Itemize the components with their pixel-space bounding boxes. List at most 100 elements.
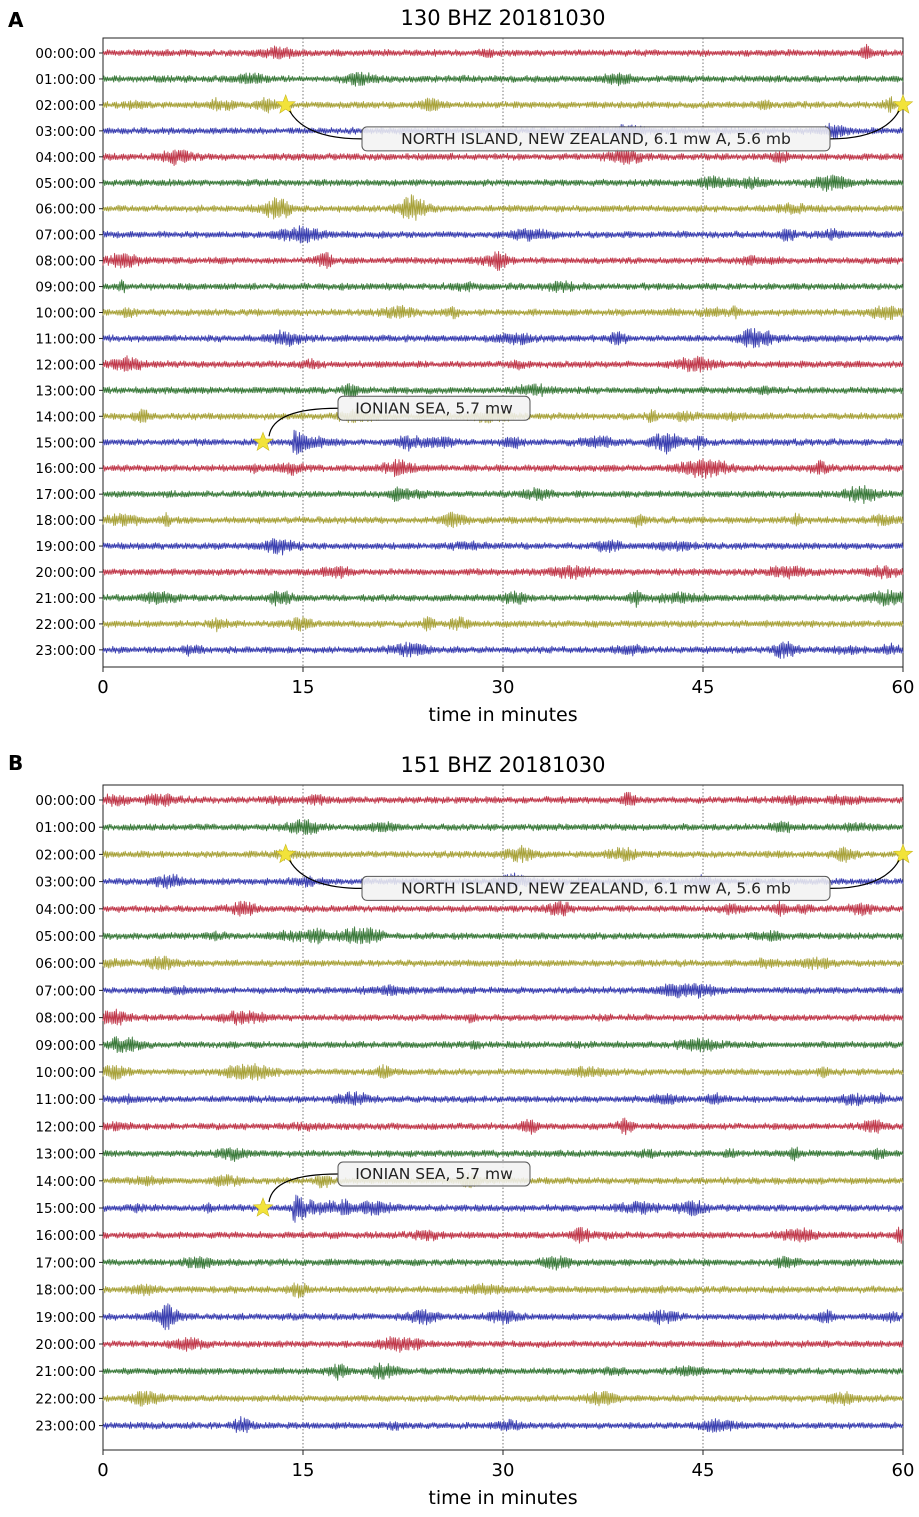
y-tick-label: 23:00:00 bbox=[35, 643, 96, 659]
seismic-trace bbox=[102, 616, 904, 633]
y-tick-label: 02:00:00 bbox=[35, 847, 96, 863]
seismic-trace bbox=[102, 355, 904, 373]
y-tick-label: 19:00:00 bbox=[35, 1310, 96, 1326]
helicorder-plot-b: 00:00:00 01:00:00 02:00:00 03:00:00 04:00:00… bbox=[35, 784, 915, 1509]
y-tick-label: 19:00:00 bbox=[35, 539, 96, 555]
seismic-trace bbox=[102, 791, 904, 808]
y-tick-label: 03:00:00 bbox=[35, 124, 96, 140]
x-tick-label: 45 bbox=[692, 1460, 715, 1481]
seismic-trace bbox=[102, 458, 904, 479]
y-tick-label: 04:00:00 bbox=[35, 902, 96, 918]
y-tick-label: 20:00:00 bbox=[35, 1337, 96, 1353]
y-tick-label: 05:00:00 bbox=[35, 929, 96, 945]
y-tick-label: 15:00:00 bbox=[35, 1201, 96, 1217]
seismic-trace bbox=[102, 1194, 904, 1223]
event-star bbox=[252, 1197, 274, 1217]
y-tick-label: 01:00:00 bbox=[35, 72, 96, 88]
y-tick-label: 09:00:00 bbox=[35, 280, 96, 296]
seismic-trace bbox=[102, 148, 904, 167]
y-tick-label: 15:00:00 bbox=[35, 435, 96, 451]
y-tick-label: 12:00:00 bbox=[35, 357, 96, 373]
event-star bbox=[892, 94, 914, 114]
x-tick-label: 30 bbox=[492, 1460, 515, 1481]
seismic-trace bbox=[102, 1416, 904, 1434]
seismic-trace bbox=[102, 1362, 904, 1381]
chart-title: 151 BHZ 20181030 bbox=[400, 753, 606, 777]
seismic-trace bbox=[102, 538, 904, 556]
y-tick-label: 07:00:00 bbox=[35, 228, 96, 244]
seismic-trace bbox=[102, 174, 904, 192]
x-axis-label: time in minutes bbox=[428, 704, 577, 726]
y-tick-label: 14:00:00 bbox=[35, 1174, 96, 1190]
y-tick-label: 13:00:00 bbox=[35, 1147, 96, 1163]
event-label-box bbox=[361, 875, 831, 901]
x-tick-label: 30 bbox=[492, 677, 515, 698]
x-tick-label: 0 bbox=[97, 1460, 108, 1481]
seismic-trace bbox=[102, 279, 904, 294]
callout-line bbox=[829, 860, 900, 889]
seismic-trace bbox=[102, 304, 904, 321]
event-star bbox=[275, 94, 297, 114]
seismic-trace bbox=[102, 484, 904, 505]
y-tick-label: 05:00:00 bbox=[35, 176, 96, 192]
seismic-trace bbox=[102, 900, 904, 917]
y-tick-label: 00:00:00 bbox=[35, 46, 96, 62]
x-axis-label: time in minutes bbox=[428, 1487, 577, 1509]
seismic-trace bbox=[102, 640, 904, 659]
callout-line bbox=[289, 860, 363, 889]
y-tick-label: 04:00:00 bbox=[35, 150, 96, 166]
y-tick-label: 02:00:00 bbox=[35, 98, 96, 114]
seismic-trace bbox=[102, 1255, 904, 1271]
y-tick-label: 07:00:00 bbox=[35, 983, 96, 999]
panel-letter: A bbox=[8, 8, 24, 32]
x-tick-label: 60 bbox=[892, 677, 915, 698]
x-tick-label: 15 bbox=[292, 1460, 315, 1481]
event-star bbox=[252, 431, 274, 451]
seismic-trace bbox=[102, 818, 904, 835]
seismic-trace bbox=[102, 408, 904, 424]
seismic-trace bbox=[102, 926, 904, 945]
y-tick-label: 14:00:00 bbox=[35, 409, 96, 425]
seismic-trace bbox=[102, 844, 904, 864]
seismic-trace bbox=[102, 327, 904, 349]
seismic-trace bbox=[102, 96, 904, 114]
callout-line bbox=[268, 407, 339, 437]
y-tick-label: 11:00:00 bbox=[35, 1092, 96, 1108]
y-tick-label: 16:00:00 bbox=[35, 461, 96, 477]
seismic-trace bbox=[102, 589, 904, 608]
y-tick-label: 22:00:00 bbox=[35, 617, 96, 633]
x-tick-label: 60 bbox=[892, 1460, 915, 1481]
y-tick-label: 01:00:00 bbox=[35, 820, 96, 836]
y-tick-label: 00:00:00 bbox=[35, 793, 96, 809]
seismic-trace bbox=[102, 1063, 904, 1081]
callout-line bbox=[268, 1173, 339, 1203]
y-tick-label: 21:00:00 bbox=[35, 1364, 96, 1380]
event-label: NORTH ISLAND, NEW ZEALAND, 6.1 mw A, 5.6… bbox=[401, 879, 791, 897]
callout-line bbox=[829, 110, 900, 140]
y-tick-label: 18:00:00 bbox=[35, 513, 96, 529]
y-tick-label: 13:00:00 bbox=[35, 383, 96, 399]
x-tick-label: 45 bbox=[692, 677, 715, 698]
event-label: NORTH ISLAND, NEW ZEALAND, 6.1 mw A, 5.6… bbox=[401, 130, 791, 148]
seismic-trace bbox=[102, 565, 904, 580]
event-star bbox=[892, 843, 914, 864]
y-tick-label: 10:00:00 bbox=[35, 1065, 96, 1081]
y-tick-label: 11:00:00 bbox=[35, 331, 96, 347]
y-tick-label: 17:00:00 bbox=[35, 1255, 96, 1271]
seismic-trace bbox=[102, 250, 904, 272]
seismic-trace bbox=[102, 1146, 904, 1163]
seismic-trace bbox=[102, 1282, 904, 1299]
chart-title: 130 BHZ 20181030 bbox=[400, 6, 606, 30]
seismic-trace bbox=[102, 43, 904, 60]
seismic-trace bbox=[102, 1303, 904, 1331]
y-tick-label: 06:00:00 bbox=[35, 202, 96, 218]
y-tick-label: 16:00:00 bbox=[35, 1228, 96, 1244]
y-tick-label: 21:00:00 bbox=[35, 591, 96, 607]
x-tick-label: 0 bbox=[97, 677, 108, 698]
panel-b: B 151 BHZ 20181030 00:00:00 01:00:00 02:00… bbox=[0, 745, 919, 1517]
x-tick-label: 15 bbox=[292, 677, 315, 698]
seismic-trace bbox=[102, 1091, 904, 1107]
event-label: IONIAN SEA, 5.7 mw bbox=[355, 1165, 513, 1183]
seismic-trace bbox=[102, 194, 904, 221]
seismic-trace bbox=[102, 1117, 904, 1136]
